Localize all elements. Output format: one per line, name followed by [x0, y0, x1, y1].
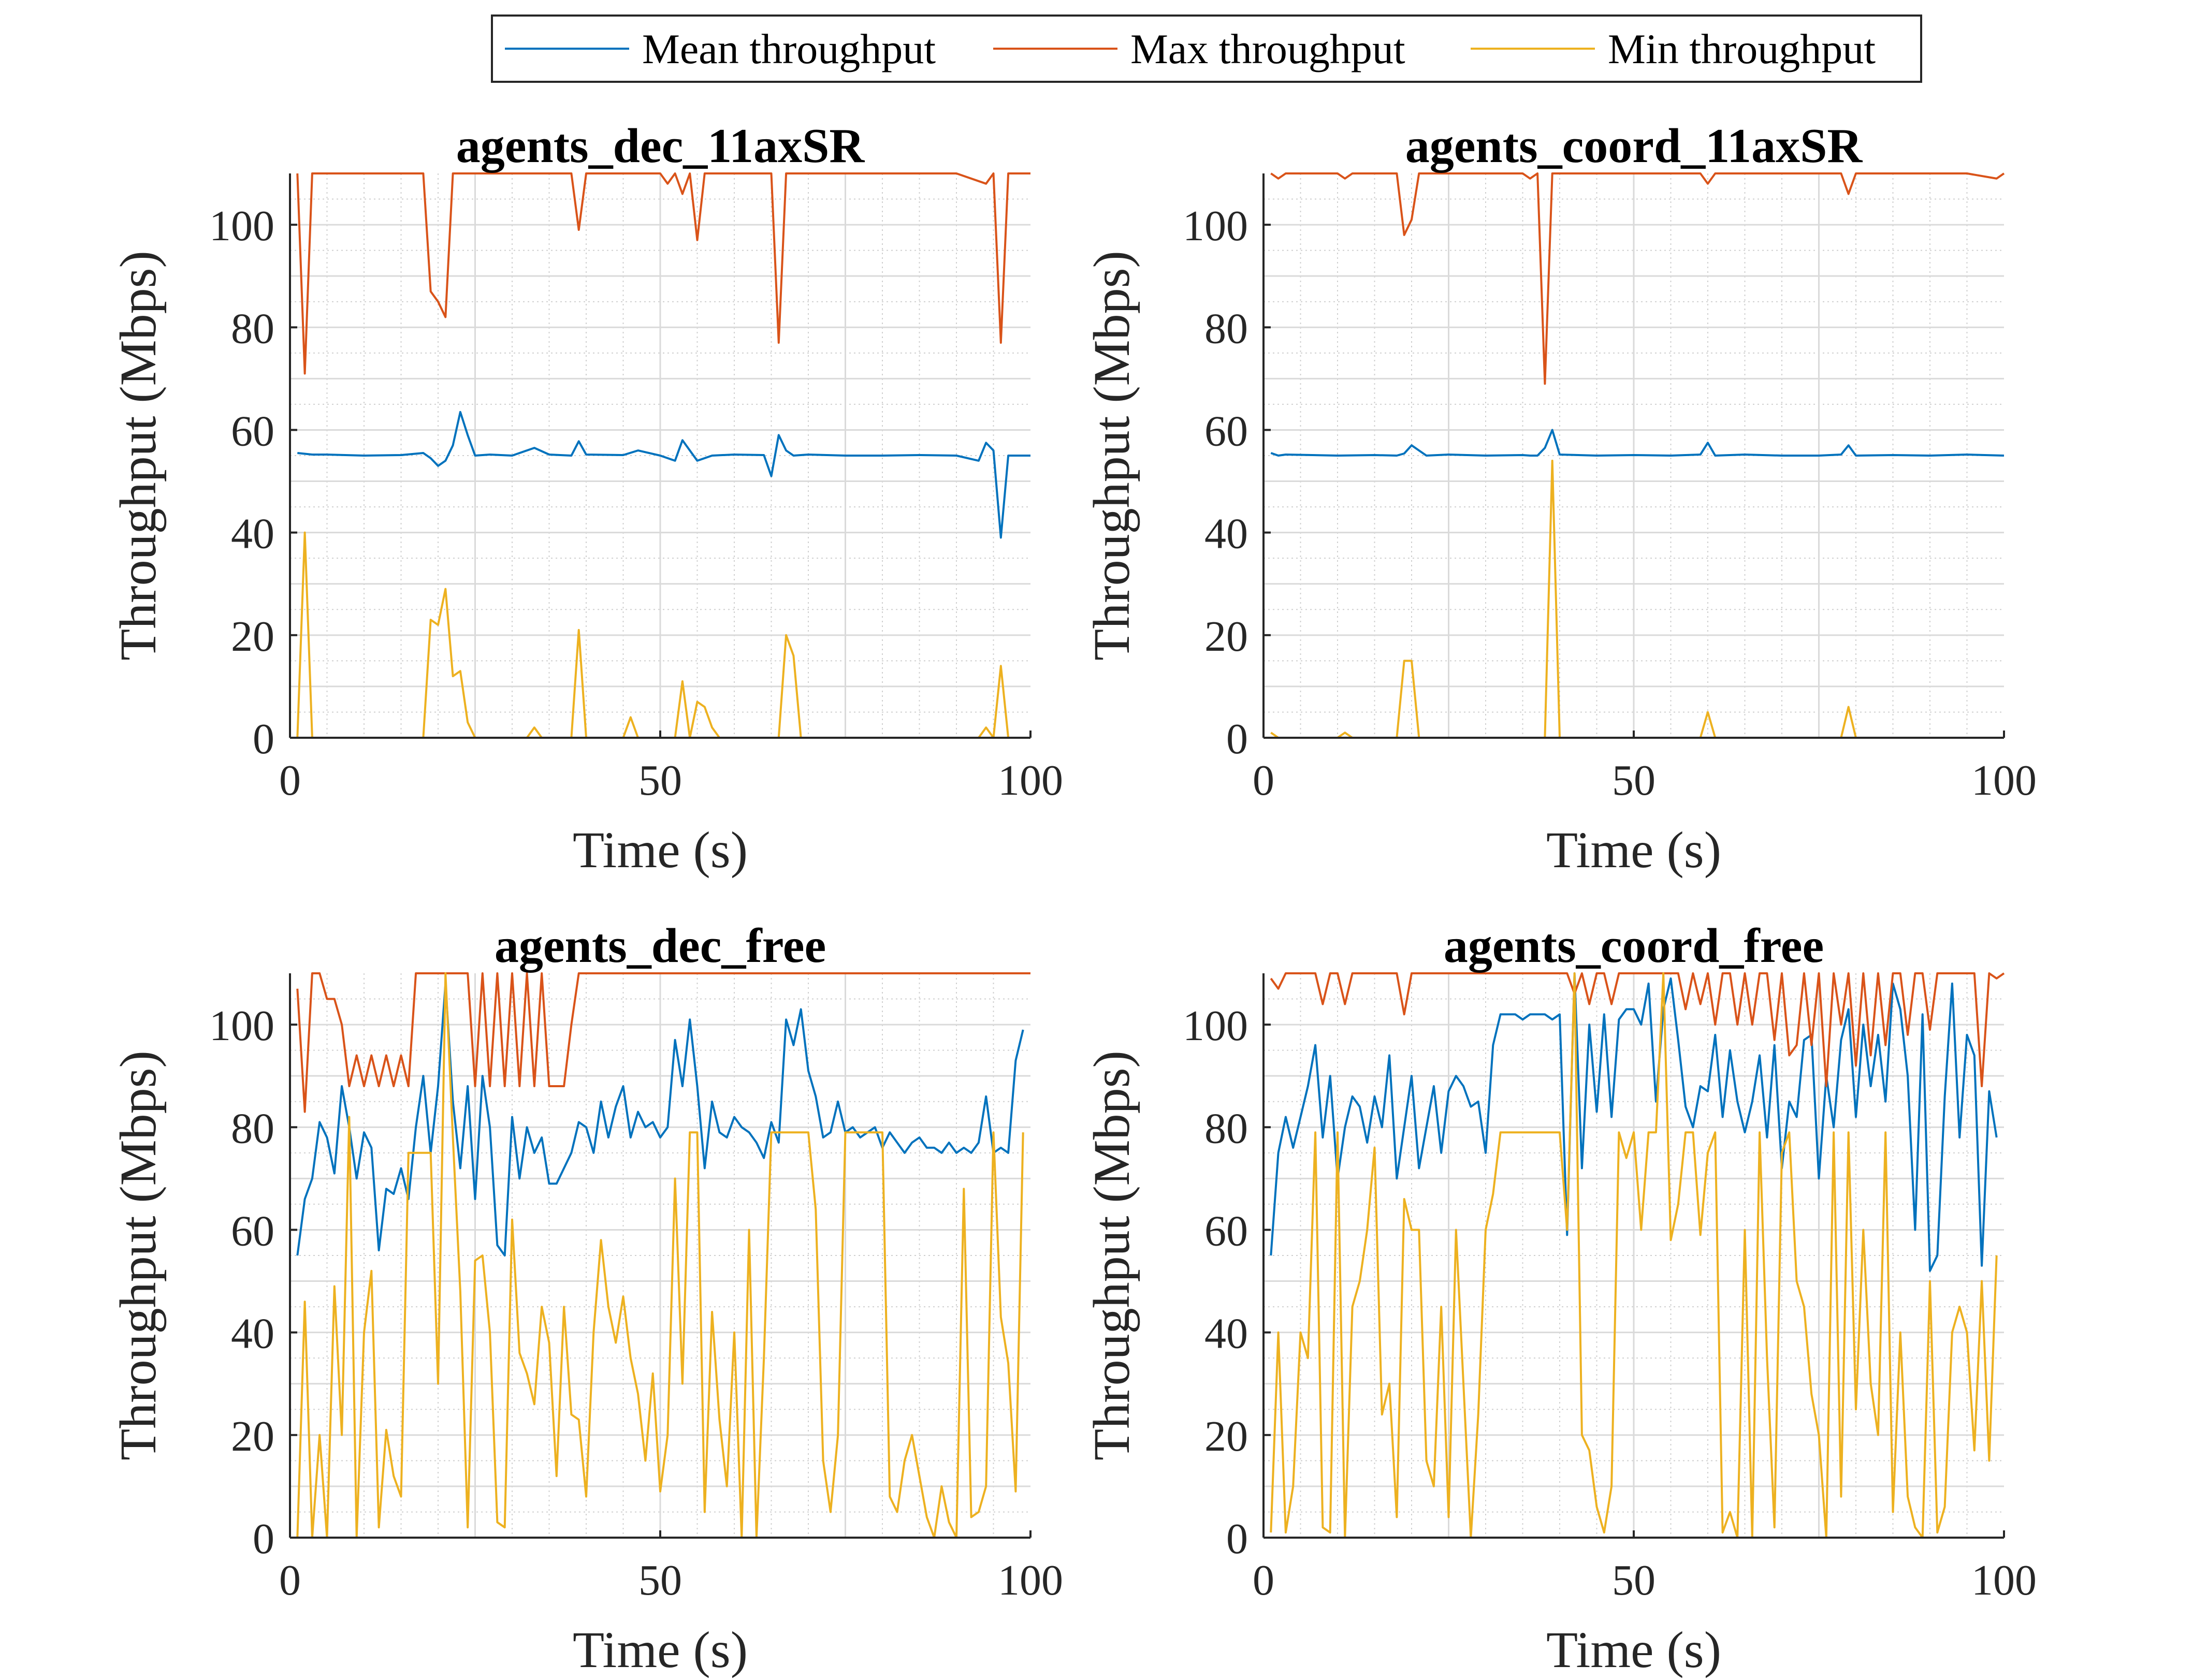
y-axis-label: Throughput (Mbps): [109, 251, 167, 661]
y-tick-label: 40: [231, 510, 274, 558]
y-tick-label: 60: [231, 1207, 274, 1255]
x-tick-label: 50: [1612, 756, 1655, 805]
series-line-mean-throughput: [1270, 972, 1998, 1272]
y-axis-label: Throughput (Mbps): [1083, 251, 1140, 661]
y-tick-label: 60: [1204, 407, 1248, 455]
y-tick-label: 20: [231, 612, 274, 661]
y-tick-label: 80: [231, 304, 274, 353]
legend-label-max: Max throughput: [1130, 25, 1405, 72]
legend-label-mean: Mean throughput: [642, 25, 936, 72]
y-tick-label: 20: [1204, 612, 1248, 661]
y-tick-label: 80: [231, 1104, 274, 1152]
y-tick-label: 100: [1183, 202, 1248, 250]
x-axis-label: Time (s): [573, 821, 748, 879]
legend-label-min: Min throughput: [1608, 25, 1876, 72]
chart-title: agents_coord_11axSR: [1405, 119, 1863, 173]
x-axis-label: Time (s): [1546, 821, 1721, 879]
legend: Mean throughput Max throughput Min throu…: [491, 14, 1922, 83]
y-tick-label: 20: [1204, 1412, 1248, 1460]
series-line-mean-throughput: [296, 982, 1024, 1257]
x-tick-label: 100: [1971, 1556, 2037, 1604]
series-line-max-throughput: [296, 172, 1030, 375]
y-tick-label: 0: [253, 1515, 274, 1563]
x-tick-label: 50: [1612, 1556, 1655, 1604]
subplot-agents-dec-11axsr: 0 50 100 0 20 40 60 80 100 agents_dec_11axSR Time …: [109, 119, 1063, 879]
x-axis-label: Time (s): [573, 1621, 748, 1678]
y-tick-label: 40: [231, 1310, 274, 1358]
subplot-agents-dec-free: 0 50 100 0 20 40 60 80 100 agents_dec_free Time (s…: [109, 919, 1063, 1678]
x-axis-label: Time (s): [1546, 1621, 1721, 1678]
series-line-max-throughput: [1270, 172, 2005, 385]
y-tick-label: 40: [1204, 510, 1248, 558]
y-tick-label: 100: [209, 202, 274, 250]
series-line-max-throughput: [1270, 972, 2005, 1087]
y-tick-label: 80: [1204, 1104, 1248, 1152]
series-line-mean-throughput: [297, 411, 1030, 539]
y-tick-label: 60: [231, 407, 274, 455]
chart-title: agents_dec_11axSR: [456, 119, 865, 173]
y-tick-label: 20: [231, 1412, 274, 1460]
x-tick-label: 100: [1971, 756, 2037, 805]
y-tick-label: 40: [1204, 1310, 1248, 1358]
y-tick-label: 0: [1226, 715, 1248, 763]
x-tick-label: 50: [638, 1556, 682, 1604]
series-line-min-throughput: [296, 972, 1024, 1539]
legend-box: [491, 14, 1922, 83]
x-tick-label: 0: [279, 1556, 301, 1604]
y-axis-label: Throughput (Mbps): [1083, 1050, 1140, 1460]
series-line-min-throughput: [1270, 972, 1998, 1539]
y-tick-label: 80: [1204, 304, 1248, 353]
x-tick-label: 0: [279, 756, 301, 805]
y-tick-label: 0: [1226, 1515, 1248, 1563]
subplot-agents-coord-11axsr: 0 50 100 0 20 40 60 80 100 agents_coord_11axSR Tim…: [1083, 119, 2037, 879]
y-tick-label: 100: [1183, 1002, 1248, 1050]
y-tick-label: 0: [253, 715, 274, 763]
x-tick-label: 50: [638, 756, 682, 805]
series-line-mean-throughput: [1270, 429, 2005, 457]
subplot-agents-coord-free: 0 50 100 0 20 40 60 80 100 agents_coord_free Time …: [1083, 919, 2037, 1678]
chart-title: agents_dec_free: [495, 919, 826, 973]
x-tick-label: 100: [998, 756, 1063, 805]
x-tick-label: 0: [1253, 756, 1274, 805]
series-line-max-throughput: [296, 972, 1030, 1113]
x-tick-label: 100: [998, 1556, 1063, 1604]
chart-title: agents_coord_free: [1444, 919, 1824, 973]
y-axis-label: Throughput (Mbps): [109, 1050, 167, 1460]
x-tick-label: 0: [1253, 1556, 1274, 1604]
y-tick-label: 60: [1204, 1207, 1248, 1255]
y-tick-label: 100: [209, 1002, 274, 1050]
